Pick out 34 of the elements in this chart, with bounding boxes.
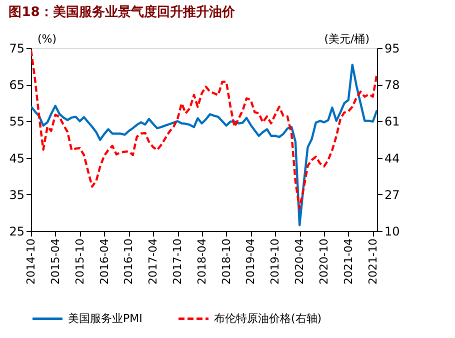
y-tick-label: 25: [9, 224, 24, 238]
y-axis-title: (%): [38, 32, 57, 46]
y2-axis-title: (美元/桶): [324, 32, 370, 46]
y2-tick-label: 78: [384, 78, 400, 92]
chart-title: 图18：美国服务业景气度回升推升油价: [8, 4, 236, 20]
x-tick-label: 2019-04: [244, 238, 258, 284]
y-tick-label: 75: [9, 42, 24, 56]
y-tick-label: 55: [9, 114, 24, 129]
x-tick-label: 2020-10: [318, 238, 331, 284]
y-tick-label: 35: [9, 188, 24, 202]
x-tick-label: 2015-04: [48, 238, 62, 284]
x-tick-label: 2016-04: [98, 238, 111, 284]
x-tick-label: 2020-04: [293, 238, 306, 284]
x-tick-label: 2018-04: [195, 238, 208, 284]
y2-tick-label: 10: [384, 224, 400, 238]
y-tick-label: 45: [9, 151, 24, 166]
y2-tick-label: 27: [384, 188, 400, 202]
x-tick-label: 2021-04: [342, 238, 355, 284]
x-tick-label: 2016-10: [122, 238, 136, 284]
x-tick-label: 2017-04: [146, 238, 160, 284]
x-tick-label: 2021-10: [366, 238, 380, 284]
y2-tick-label: 44: [384, 151, 400, 166]
x-tick-label: 2014-10: [24, 238, 38, 284]
legend-label: 布伦特原油价格(右轴): [214, 312, 322, 325]
y-tick-label: 65: [9, 78, 24, 92]
line-series: [31, 49, 377, 210]
y2-tick-label: 61: [384, 114, 400, 129]
x-tick-label: 2018-10: [220, 238, 233, 284]
legend-label: 美国服务业PMI: [68, 312, 142, 325]
x-tick-label: 2019-10: [268, 238, 282, 284]
x-tick-label: 2015-10: [73, 238, 86, 284]
x-tick-label: 2017-10: [171, 238, 184, 284]
line-series: [31, 64, 377, 226]
y2-tick-label: 95: [384, 42, 400, 56]
